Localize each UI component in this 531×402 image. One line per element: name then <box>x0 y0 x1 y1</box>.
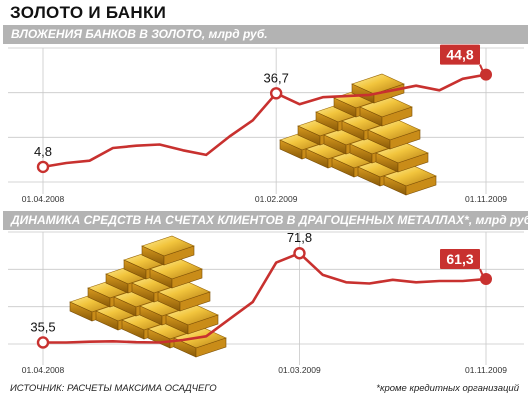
chart2-title: ДИНАМИКА СРЕДСТВ НА СЧЕТАХ КЛИЕНТОВ В ДР… <box>11 213 531 227</box>
chart1-x-tick-label: 01.11.2009 <box>465 194 507 204</box>
chart1-data-label: 4,8 <box>34 144 52 159</box>
source-note: ИСТОЧНИК: РАСЧЕТЫ МАКСИМА ОСАДЧЕГО <box>10 383 217 394</box>
footnote: *кроме кредитных организаций <box>376 383 519 394</box>
chart2-title-band: ДИНАМИКА СРЕДСТВ НА СЧЕТАХ КЛИЕНТОВ В ДР… <box>3 211 531 230</box>
page-title: ЗОЛОТО И БАНКИ <box>10 3 167 22</box>
chart2-series-line <box>41 251 488 344</box>
chart2-data-label: 35,5 <box>30 319 55 334</box>
chart2-value-badge <box>440 249 480 270</box>
chart2-x-tick-label: 01.04.2008 <box>22 365 65 375</box>
chart1-data-label: 44,8 <box>446 47 473 63</box>
chart1-x-tick-label: 01.04.2008 <box>22 194 65 204</box>
chart1-title-band: ВЛОЖЕНИЯ БАНКОВ В ЗОЛОТО, млрд руб. <box>3 25 528 44</box>
chart1-badge-pointer <box>479 64 484 73</box>
chart2-data-label: 61,3 <box>446 251 473 267</box>
chart2-point-marker <box>293 247 306 260</box>
chart2-badge-pointer <box>479 268 484 277</box>
chart2-x-tick-label: 01.03.2009 <box>278 365 321 375</box>
chart2-data-label: 71,8 <box>287 230 312 245</box>
chart1-series-line <box>41 73 488 169</box>
chart2-point-marker <box>36 336 50 349</box>
chart1-x-tick-label: 01.02.2009 <box>255 194 298 204</box>
chart1-data-label: 36,7 <box>264 70 289 85</box>
chart2-x-tick-label: 01.11.2009 <box>465 365 507 375</box>
chart1-title: ВЛОЖЕНИЯ БАНКОВ В ЗОЛОТО, млрд руб. <box>11 27 268 41</box>
chart1-point-marker <box>36 160 50 174</box>
chart1-point-marker <box>269 87 283 100</box>
chart1-value-badge <box>440 44 480 65</box>
